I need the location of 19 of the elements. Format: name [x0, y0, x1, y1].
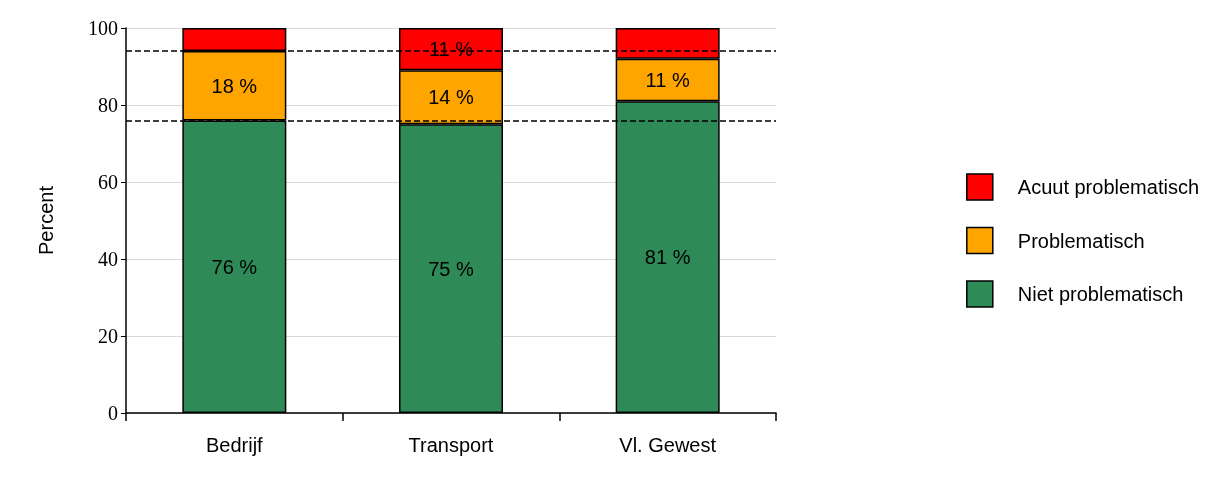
y-tick-label: 40 [98, 248, 118, 270]
data-label: 81 % [644, 246, 691, 269]
data-label: 11 % [645, 68, 690, 91]
y-tick-label: 0 [108, 402, 118, 424]
y-axis-title: Percent [35, 185, 57, 255]
data-label: 76 % [211, 255, 258, 278]
data-label: 14 % [428, 86, 475, 109]
legend-label: Acuut problematisch [1017, 176, 1199, 198]
legend-label: Problematisch [1017, 229, 1145, 252]
y-tick-label: 20 [98, 325, 118, 347]
x-tick-label: Transport [408, 434, 494, 456]
data-label: 75 % [428, 257, 475, 280]
y-tick-label: 100 [88, 17, 118, 39]
data-label: 18 % [211, 74, 258, 97]
legend-label: Niet problematisch [1017, 283, 1184, 305]
y-tick-label: 80 [98, 94, 118, 116]
y-tick-label: 60 [98, 171, 118, 193]
x-tick-label: Vl. Gewest [619, 434, 717, 456]
x-tick-label: Bedrijf [205, 434, 264, 456]
